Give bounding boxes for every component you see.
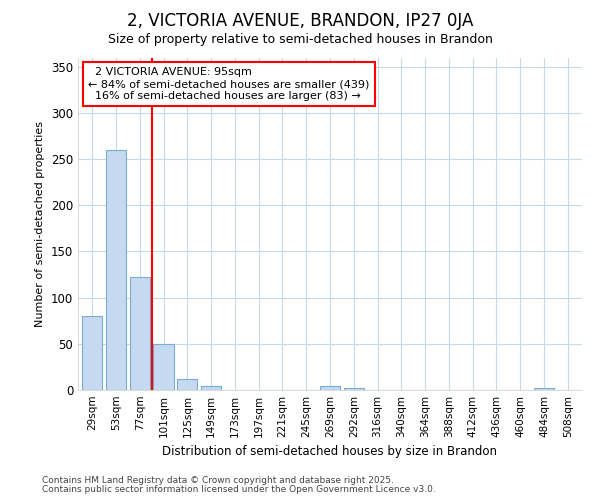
Bar xyxy=(344,388,364,390)
Bar xyxy=(106,150,126,390)
Text: 2, VICTORIA AVENUE, BRANDON, IP27 0JA: 2, VICTORIA AVENUE, BRANDON, IP27 0JA xyxy=(127,12,473,30)
X-axis label: Distribution of semi-detached houses by size in Brandon: Distribution of semi-detached houses by … xyxy=(163,446,497,458)
Bar xyxy=(201,386,221,390)
Bar xyxy=(177,379,197,390)
Bar xyxy=(154,344,173,390)
Text: Contains HM Land Registry data © Crown copyright and database right 2025.: Contains HM Land Registry data © Crown c… xyxy=(42,476,394,485)
Bar xyxy=(82,316,103,390)
Text: Contains public sector information licensed under the Open Government Licence v3: Contains public sector information licen… xyxy=(42,485,436,494)
Y-axis label: Number of semi-detached properties: Number of semi-detached properties xyxy=(35,120,46,327)
Text: Size of property relative to semi-detached houses in Brandon: Size of property relative to semi-detach… xyxy=(107,32,493,46)
Text: 2 VICTORIA AVENUE: 95sqm
← 84% of semi-detached houses are smaller (439)
  16% o: 2 VICTORIA AVENUE: 95sqm ← 84% of semi-d… xyxy=(88,68,370,100)
Bar xyxy=(534,388,554,390)
Bar xyxy=(320,386,340,390)
Bar xyxy=(130,278,150,390)
